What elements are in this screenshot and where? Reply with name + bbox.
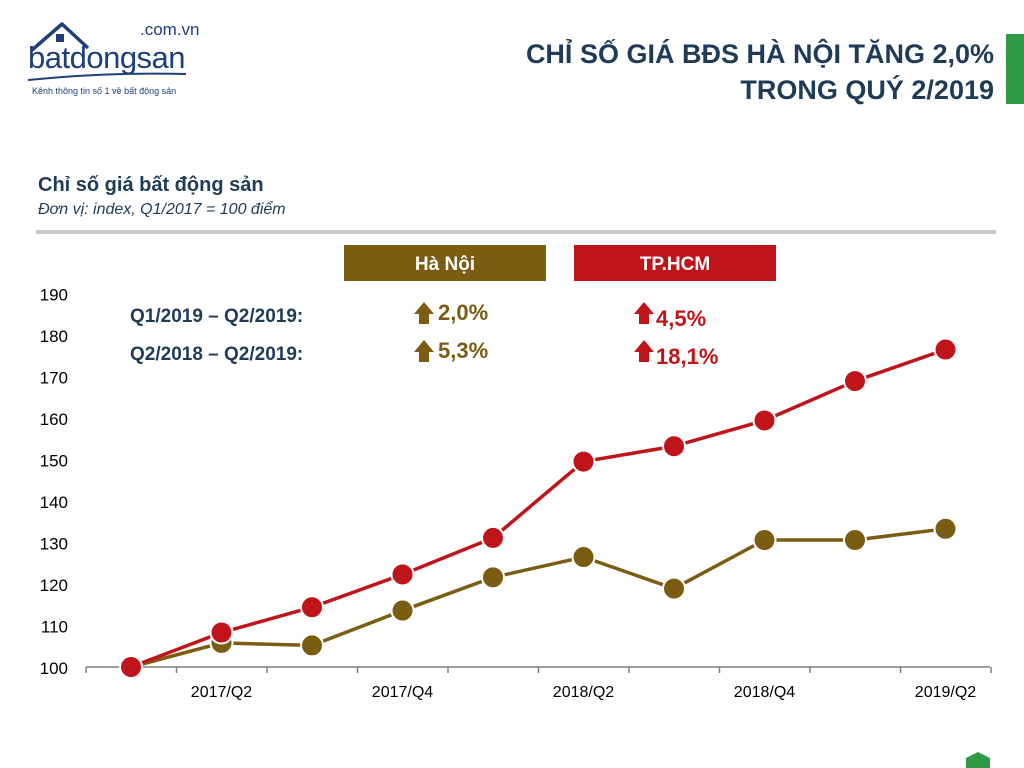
hcm-data-point [481, 525, 505, 550]
y-tick-label: 180 [40, 327, 68, 346]
y-tick-label: 190 [40, 286, 68, 305]
y-tick-label: 160 [40, 410, 68, 429]
y-tick-label: 100 [40, 659, 68, 678]
up-arrow-icon [634, 302, 654, 324]
hcm-data-point [300, 595, 324, 620]
x-tick-label: 2018/Q4 [734, 684, 795, 701]
hcm-change-value: 4,5% [656, 306, 706, 331]
logo-tagline: Kênh thông tin số 1 về bất động sản [32, 86, 177, 96]
hcm-data-point [119, 655, 143, 679]
hcm-data-point [209, 620, 234, 645]
hanoi-change-value: 5,3% [438, 338, 488, 363]
legend-label: TP.HCM [640, 254, 710, 275]
y-tick-label: 170 [40, 369, 68, 388]
hcm-data-point [843, 369, 867, 394]
hanoi-data-point [662, 576, 686, 601]
hanoi-data-point [571, 545, 596, 570]
chart-subtitle: Chỉ số giá bất động sản [38, 174, 264, 196]
x-tick-label: 2018/Q2 [553, 684, 614, 701]
logo-wordmark: batdongsan [28, 40, 186, 75]
hanoi-data-point [390, 598, 415, 623]
hanoi-series-line [130, 527, 946, 669]
hcm-data-point [662, 434, 686, 459]
change-period-label: Q2/2018 – Q2/2019: [130, 344, 303, 365]
legend-box [344, 245, 546, 281]
page-title: CHỈ SỐ GIÁ BĐS HÀ NỘI TĂNG 2,0% TRONG QU… [526, 36, 994, 108]
x-tick-label: 2017/Q2 [191, 684, 252, 701]
legend-label: Hà Nội [415, 254, 475, 275]
y-tick-label: 130 [40, 535, 68, 554]
hcm-series-line [130, 347, 947, 669]
logo-domain-text: .com.vn [140, 20, 200, 39]
hcm-change-value: 18,1% [656, 344, 718, 369]
house-logo-icon [28, 22, 187, 81]
hanoi-data-point [843, 528, 867, 553]
hcm-data-point [933, 337, 958, 362]
x-tick-label: 2019/Q2 [915, 684, 976, 701]
up-arrow-icon [634, 340, 654, 362]
hanoi-change-value: 2,0% [438, 300, 488, 325]
title-line-1: CHỈ SỐ GIÁ BĐS HÀ NỘI TĂNG 2,0% [525, 39, 994, 69]
hanoi-data-point [300, 633, 324, 658]
hanoi-data-point [933, 516, 958, 541]
hcm-data-point [571, 449, 596, 474]
up-arrow-icon [414, 302, 434, 324]
hanoi-data-point [752, 528, 777, 553]
y-tick-label: 110 [41, 618, 68, 637]
title-line-2: TRONG QUÝ 2/2019 [740, 75, 994, 105]
up-arrow-icon [414, 340, 434, 362]
hcm-data-point [390, 562, 415, 587]
divider [36, 230, 996, 234]
corner-decoration-icon [966, 752, 990, 768]
hanoi-data-point [481, 565, 505, 590]
hcm-data-point [752, 408, 777, 433]
batdongsan-logo[interactable]: .com.vn batdongsan Kênh thông tin số 1 v… [28, 14, 200, 100]
y-tick-label: 150 [40, 452, 68, 471]
x-tick-label: 2017/Q4 [372, 684, 433, 701]
chart-unit-note: Đơn vị: index, Q1/2017 = 100 điểm [38, 201, 286, 218]
legend-box [574, 245, 776, 281]
change-period-label: Q1/2019 – Q2/2019: [130, 306, 303, 327]
accent-bar [1006, 34, 1024, 104]
y-tick-label: 120 [40, 576, 68, 595]
y-tick-label: 140 [40, 493, 68, 512]
